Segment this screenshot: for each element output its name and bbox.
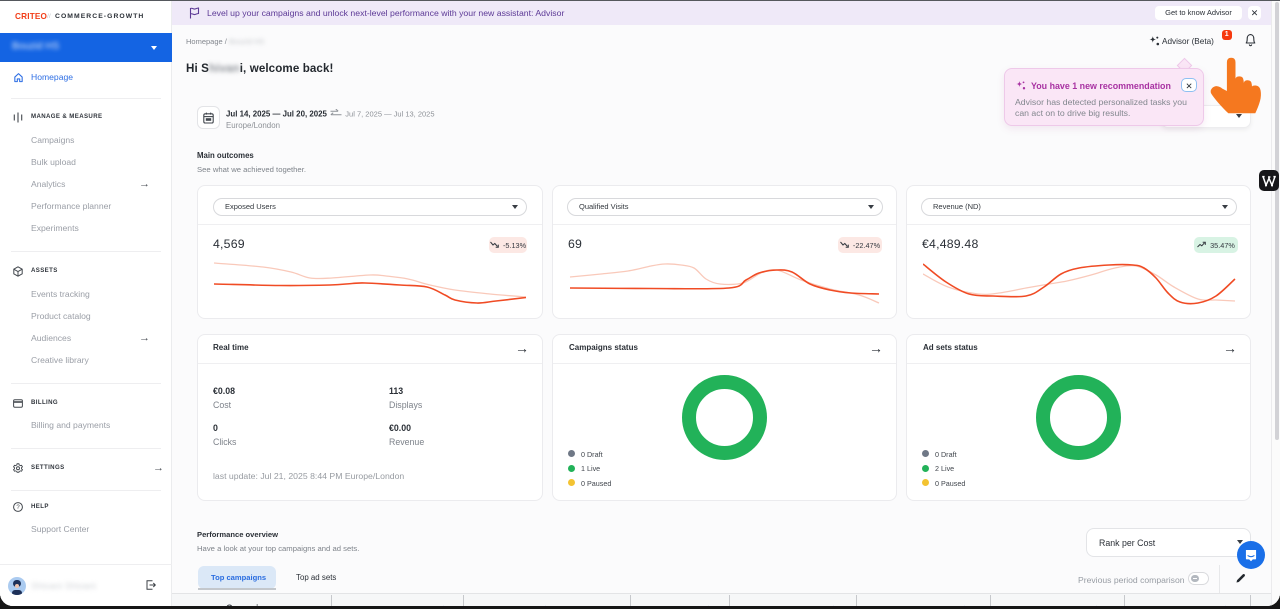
svg-text:?: ?	[16, 505, 20, 511]
